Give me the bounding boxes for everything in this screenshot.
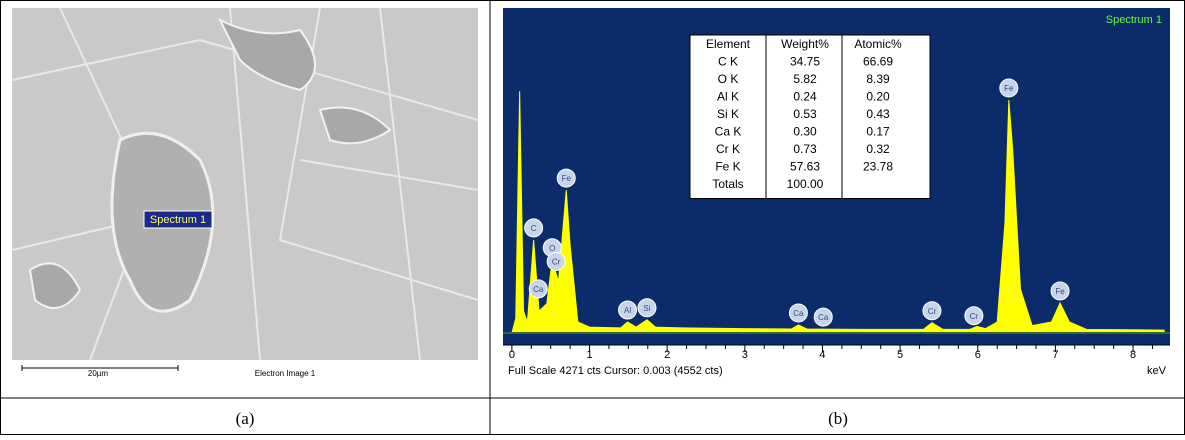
x-tick-label: 2 — [664, 349, 670, 361]
table-cell: C K — [718, 55, 738, 69]
peak-marker-label: Ca — [533, 285, 544, 294]
table-cell: 0.53 — [793, 107, 817, 121]
table-header: Weight% — [781, 37, 829, 51]
x-axis-label: keV — [1147, 365, 1167, 377]
table-cell: Totals — [712, 177, 743, 191]
table-cell: Al K — [717, 90, 739, 104]
caption-b: (b) — [828, 409, 848, 428]
caption-a: (a) — [236, 409, 255, 428]
x-tick-label: 4 — [819, 349, 825, 361]
x-tick-label: 7 — [1052, 349, 1058, 361]
table-cell: 0.30 — [793, 125, 817, 139]
table-cell: 57.63 — [790, 160, 820, 174]
table-cell: 8.39 — [866, 72, 890, 86]
table-cell: Cr K — [716, 142, 740, 156]
table-cell: Si K — [717, 107, 739, 121]
table-cell: 0.43 — [866, 107, 890, 121]
peak-marker-label: Si — [643, 304, 650, 313]
table-header: Element — [706, 37, 751, 51]
figure: Spectrum 1 20µm Electron Image 1 C Ca O Cr F… — [0, 0, 1185, 435]
table-cell: Fe K — [715, 160, 740, 174]
eds-table: Element Weight% Atomic% C K 34.75 66.69 O K 5.8… — [690, 35, 930, 199]
peak-marker-label: O — [549, 244, 555, 253]
x-tick-label: 3 — [742, 349, 748, 361]
peak-marker-label: Fe — [1004, 84, 1014, 93]
table-cell: 0.20 — [866, 90, 890, 104]
table-cell: 0.24 — [793, 90, 817, 104]
peak-marker-label: Cr — [928, 307, 937, 316]
peak-marker-label: C — [531, 224, 537, 233]
scale-bar-label: 20µm — [88, 369, 109, 378]
peak-marker-label: Ca — [793, 309, 804, 318]
x-tick-label: 5 — [897, 349, 903, 361]
peak-marker-label: Fe — [1055, 287, 1065, 296]
peak-marker-label: Al — [624, 306, 631, 315]
peak-marker-label: Fe — [562, 174, 572, 183]
table-cell: 0.17 — [866, 125, 890, 139]
image-label: Electron Image 1 — [255, 369, 316, 378]
peak-marker-label: Ca — [818, 313, 829, 322]
footer: Full Scale 4271 cts Cursor: 0.003 (4552 … — [508, 365, 723, 377]
sem-image: Spectrum 1 20µm Electron Image 1 — [12, 8, 478, 382]
table-cell: 34.75 — [790, 55, 820, 69]
table-cell: 66.69 — [863, 55, 893, 69]
sem-footer — [12, 360, 478, 382]
table-cell: 23.78 — [863, 160, 893, 174]
table-cell: 0.32 — [866, 142, 890, 156]
table-cell: 5.82 — [793, 72, 817, 86]
table-cell: O K — [718, 72, 739, 86]
table-cell: 100.00 — [787, 177, 824, 191]
spot-label: Spectrum 1 — [150, 214, 206, 226]
x-tick-label: 6 — [975, 349, 981, 361]
peak-marker-label: Cr — [970, 312, 979, 321]
table-cell: Ca K — [715, 125, 742, 139]
x-tick-label: 0 — [509, 349, 515, 361]
x-tick-label: 1 — [586, 349, 592, 361]
peak-marker-label: Cr — [552, 258, 561, 267]
table-cell: 0.73 — [793, 142, 817, 156]
x-tick-label: 8 — [1130, 349, 1136, 361]
table-header: Atomic% — [854, 37, 902, 51]
spectrum-name: Spectrum 1 — [1106, 14, 1162, 26]
